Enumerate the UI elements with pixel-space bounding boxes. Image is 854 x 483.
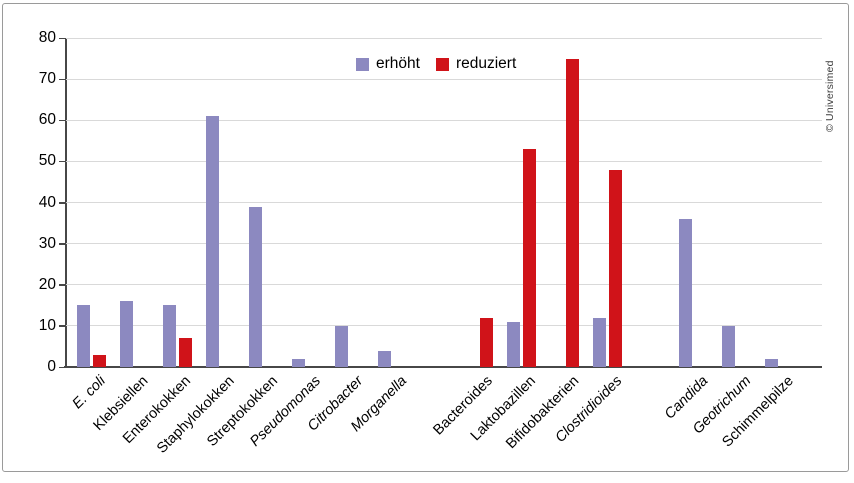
bar-erhöht-candida xyxy=(679,218,693,367)
bar-erhöht-morganella xyxy=(377,350,391,367)
y-tick-50 xyxy=(59,160,66,163)
bar-reduziert-bifidobakterien xyxy=(566,58,580,367)
y-axis-line xyxy=(65,38,67,368)
legend-item-erhoeht: erhöht xyxy=(356,55,420,73)
y-tick-60 xyxy=(59,119,66,122)
gridline-70 xyxy=(66,78,822,80)
gridline-40 xyxy=(66,202,822,203)
gridline-20 xyxy=(66,284,822,286)
gridline-60 xyxy=(66,119,822,121)
legend-label-reduziert: reduziert xyxy=(455,55,517,72)
y-tick-0 xyxy=(59,366,66,368)
gridline-50 xyxy=(66,160,822,162)
y-tick-40 xyxy=(59,202,66,204)
bar-reduziert-e-coli xyxy=(92,354,106,367)
x-axis-line xyxy=(64,366,822,368)
y-tick-label-0: 0 xyxy=(47,358,56,375)
y-tick-80 xyxy=(59,37,66,39)
y-tick-70 xyxy=(59,78,66,81)
bar-erhöht-enterokokken xyxy=(162,305,176,367)
bar-erhöht-pseudomonas xyxy=(291,358,305,367)
bar-erhöht-citrobacter xyxy=(334,325,348,367)
bar-reduziert-bacteroides xyxy=(479,317,493,367)
bar-erhöht-staphylokokken xyxy=(205,116,219,367)
bar-reduziert-clostridioides xyxy=(609,169,623,367)
y-tick-label-70: 70 xyxy=(38,70,56,88)
bar-erhöht-streptokokken xyxy=(248,206,262,367)
gridline-80 xyxy=(66,37,822,39)
y-tick-label-40: 40 xyxy=(38,193,56,211)
y-tick-label-30: 30 xyxy=(38,234,56,252)
y-tick-label-10: 10 xyxy=(38,316,56,334)
bar-reduziert-laktobazillen xyxy=(523,149,536,367)
copyright-credit: © Universimed xyxy=(824,60,836,132)
legend-swatch-erhoeht xyxy=(356,57,369,71)
y-tick-label-60: 60 xyxy=(38,111,56,129)
bar-reduziert-enterokokken xyxy=(178,338,192,367)
legend-swatch-reduziert xyxy=(435,57,449,71)
y-tick-10 xyxy=(59,325,66,327)
bar-erhöht-schimmelpilze xyxy=(765,358,779,367)
gridline-30 xyxy=(66,243,822,245)
bar-erhöht-geotrichum xyxy=(722,325,736,367)
y-tick-20 xyxy=(59,284,66,286)
y-tick-label-80: 80 xyxy=(38,29,56,46)
y-tick-label-50: 50 xyxy=(38,152,56,170)
legend-label-erhoeht: erhöht xyxy=(376,55,420,72)
gridline-10 xyxy=(66,325,822,327)
figure-border xyxy=(2,3,849,472)
y-tick-label-20: 20 xyxy=(38,275,56,293)
bar-erhöht-laktobazillen xyxy=(507,321,520,367)
legend: erhöht reduziert xyxy=(356,55,516,73)
legend-item-reduziert: reduziert xyxy=(435,55,517,73)
bar-erhöht-klebsiellen xyxy=(119,301,133,367)
bar-erhöht-clostridioides xyxy=(593,317,607,367)
y-tick-30 xyxy=(59,243,66,245)
bar-erhöht-e-coli xyxy=(76,305,90,367)
